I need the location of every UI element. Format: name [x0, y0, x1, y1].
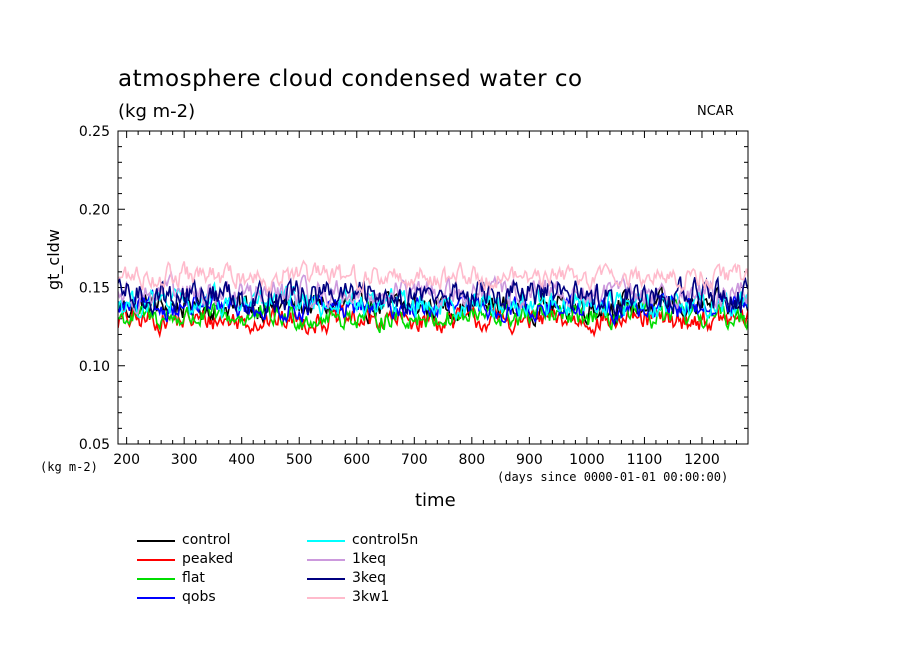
legend-swatch — [137, 540, 175, 542]
legend-label: flat — [182, 570, 205, 586]
x-tick-label: 600 — [343, 452, 370, 468]
legend-label: 3kw1 — [352, 589, 390, 605]
legend-label: control5n — [352, 532, 419, 548]
y-tick-label: 0.10 — [79, 359, 110, 375]
legend-label: control — [182, 532, 231, 548]
x-tick-label: 500 — [286, 452, 313, 468]
series-line-1keq — [118, 270, 748, 315]
legend-label: peaked — [182, 551, 234, 567]
legend-swatch — [307, 597, 345, 599]
x-tick-label: 1000 — [569, 452, 605, 468]
legend-swatch — [307, 540, 345, 542]
x-tick-label: 1100 — [627, 452, 663, 468]
x-tick-label: 300 — [171, 452, 198, 468]
y-tick-label: 0.05 — [79, 437, 110, 453]
series-line-3kw1 — [118, 259, 748, 295]
y-tick-label: 0.20 — [79, 202, 110, 218]
chart-subtitle: (kg m-2) — [118, 101, 196, 122]
plot-border — [117, 130, 749, 445]
legend-label: qobs — [182, 589, 216, 605]
series-line-control5n — [118, 281, 748, 322]
legend-swatch — [307, 578, 345, 580]
series-line-flat — [118, 298, 748, 334]
x-tick-label: 800 — [458, 452, 485, 468]
x-tick-label: 1200 — [684, 452, 720, 468]
legend-swatch — [137, 578, 175, 580]
legend-swatch — [307, 559, 345, 561]
x-tick-label: 200 — [113, 452, 140, 468]
x-tick-label: 700 — [401, 452, 428, 468]
legend-swatch — [137, 597, 175, 599]
chart-title: atmosphere cloud condensed water co — [118, 66, 583, 92]
x-axis-label: time — [415, 490, 456, 511]
x-tick-label: 900 — [516, 452, 543, 468]
source-label: NCAR — [697, 104, 734, 119]
x-axis-units: (days since 0000-01-01 00:00:00) — [497, 470, 729, 484]
legend-label: 3keq — [352, 570, 387, 586]
y-axis-units: (kg m-2) — [40, 460, 98, 474]
legend-label: 1keq — [352, 551, 387, 567]
x-tick-label: 400 — [228, 452, 255, 468]
series-line-3keq — [118, 275, 748, 317]
y-tick-label: 0.15 — [79, 281, 110, 297]
y-tick-label: 0.25 — [79, 124, 110, 140]
legend-swatch — [137, 559, 175, 561]
